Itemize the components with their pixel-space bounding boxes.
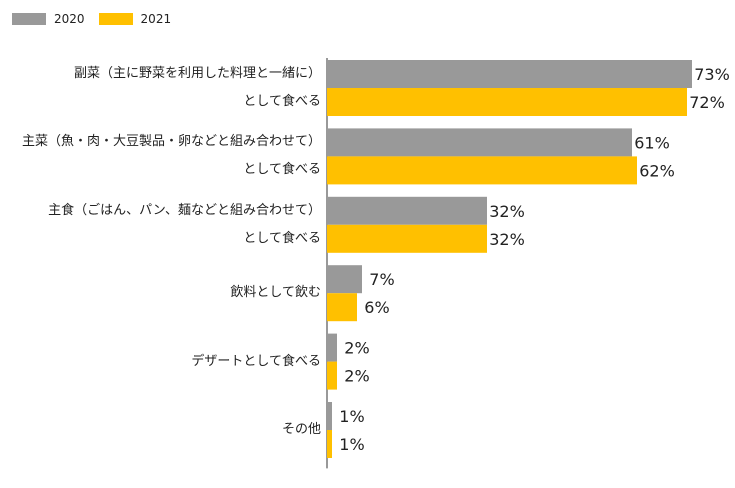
data-label-2021-5: 1%	[339, 435, 364, 454]
data-label-2020-1: 61%	[634, 133, 670, 152]
legend-item-2020: 2020	[12, 12, 85, 26]
bar-2020-2	[327, 196, 487, 225]
bar-2020-5	[327, 402, 332, 430]
data-label-2020-5: 1%	[339, 407, 364, 426]
data-label-2021-0: 72%	[689, 93, 725, 112]
category-label-5-line-0: その他	[281, 422, 321, 437]
category-label-2-line-0: 主食（ごはん、パン、麺などと組み合わせて）	[48, 202, 321, 218]
bar-2021-2	[327, 224, 487, 253]
data-label-2021-1: 62%	[639, 161, 675, 180]
legend-swatch-2021	[98, 13, 133, 25]
data-label-2021-2: 32%	[489, 230, 525, 249]
legend-label-2021: 2021	[140, 12, 172, 26]
data-label-2020-2: 32%	[489, 202, 525, 221]
category-label-0-line-1: として食べる	[243, 94, 321, 109]
category-label-2-line-1: として食べる	[243, 230, 321, 246]
legend: 2020 2021	[12, 12, 185, 26]
bar-2021-0	[327, 88, 687, 116]
category-label-4-line-0: デザートとして食べる	[191, 353, 321, 369]
bar-2021-1	[327, 156, 637, 185]
category-label-0-line-0: 副菜（主に野菜を利用した料理と一緒に）	[73, 66, 321, 81]
bar-2020-0	[327, 60, 692, 88]
legend-label-2020: 2020	[54, 12, 85, 26]
category-label-3-line-0: 飲料として飲む	[230, 285, 321, 301]
data-label-2020-3: 7%	[369, 270, 394, 289]
bar-2021-3	[327, 293, 357, 322]
category-label-1-line-1: として食べる	[243, 162, 321, 178]
legend-swatch-2020	[12, 13, 46, 25]
bar-2020-4	[327, 333, 337, 362]
data-label-2020-0: 73%	[694, 65, 730, 84]
data-label-2020-4: 2%	[344, 339, 369, 358]
category-label-1-line-0: 主菜（魚・肉・大豆製品・卵などと組み合わせて）	[21, 134, 321, 150]
data-label-2021-4: 2%	[344, 367, 369, 386]
data-label-2021-3: 6%	[364, 298, 389, 317]
legend-item-2021: 2021	[98, 12, 172, 26]
bar-2020-3	[327, 265, 362, 294]
bar-2020-1	[327, 128, 632, 157]
bar-2021-5	[327, 430, 332, 458]
bar-2021-4	[327, 361, 337, 390]
